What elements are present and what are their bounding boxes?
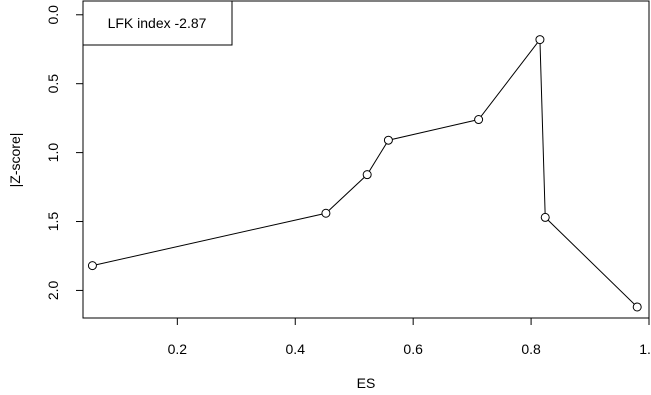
x-tick-label: 1.0 (639, 341, 651, 357)
series-line (92, 38, 638, 308)
data-point (87, 261, 97, 271)
y-tick-label: 1.5 (45, 212, 61, 232)
x-axis: 0.2 0.4 0.6 0.8 1.0 (168, 318, 651, 357)
data-point (540, 212, 550, 222)
plot-frame (82, 0, 650, 319)
series-layer (87, 35, 642, 312)
y-tick-label: 1.0 (45, 143, 61, 163)
data-point (321, 208, 331, 218)
y-axis-title: |Z-score| (7, 133, 23, 188)
legend-frame (82, 0, 233, 46)
x-tick-label: 0.8 (521, 341, 541, 357)
y-tick-label: 0.5 (45, 74, 61, 94)
y-tick-label: 0.0 (45, 5, 61, 25)
data-point (474, 115, 484, 125)
legend-box: LFK index -2.87 (82, 0, 233, 46)
x-tick-label: 0.6 (403, 341, 423, 357)
x-axis-title: ES (357, 375, 376, 391)
y-axis: 0.0 0.5 1.0 1.5 2.0 (45, 5, 83, 300)
x-tick-label: 0.4 (286, 341, 306, 357)
data-point (362, 170, 372, 180)
data-point (632, 302, 642, 312)
data-point (383, 135, 393, 145)
x-tick-label: 0.2 (168, 341, 188, 357)
lfk-index-label: LFK index -2.87 (108, 15, 207, 31)
y-tick-label: 2.0 (45, 280, 61, 300)
data-point (535, 35, 545, 45)
